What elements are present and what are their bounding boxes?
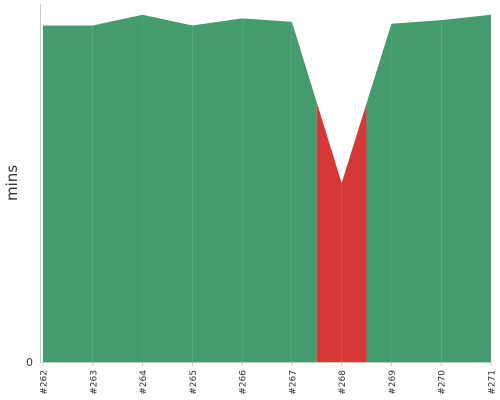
area-segment-266-267 bbox=[242, 18, 292, 362]
x-tick-label-270: #270 bbox=[438, 370, 448, 395]
x-tick-label-269: #269 bbox=[388, 370, 398, 395]
area-segment-265-266 bbox=[192, 18, 243, 362]
y-tick-label: 0 bbox=[26, 356, 33, 369]
axes bbox=[40, 4, 492, 363]
area-segment-262-263 bbox=[43, 25, 93, 362]
x-tick-label-267: #267 bbox=[288, 370, 298, 395]
y-axis-label: mins bbox=[3, 165, 21, 201]
area-segment-269-half bbox=[366, 23, 392, 362]
area-segment-270-271 bbox=[441, 14, 491, 363]
x-tick-label-271: #271 bbox=[488, 370, 498, 395]
y-ticks: 0 bbox=[26, 356, 33, 369]
area-segment-268-half bbox=[341, 103, 367, 362]
x-tick-label-268: #268 bbox=[338, 370, 348, 395]
area-segment-263-264 bbox=[92, 14, 143, 363]
x-tick-label-262: #262 bbox=[40, 370, 50, 395]
area-segment-264-265 bbox=[142, 14, 193, 363]
x-tick-label-264: #264 bbox=[139, 370, 149, 395]
x-tick-label-265: #265 bbox=[189, 370, 199, 395]
area-series bbox=[43, 14, 491, 363]
x-tick-label-263: #263 bbox=[89, 370, 99, 395]
x-ticks: #262 #263 #264 #265 #266 #267 #268 #269 #270 #271 bbox=[40, 362, 498, 395]
area-segment-269-270 bbox=[391, 20, 442, 363]
x-tick-label-266: #266 bbox=[239, 370, 249, 395]
area-segment-268-half bbox=[316, 102, 342, 362]
area-segment-267-half bbox=[291, 21, 317, 363]
